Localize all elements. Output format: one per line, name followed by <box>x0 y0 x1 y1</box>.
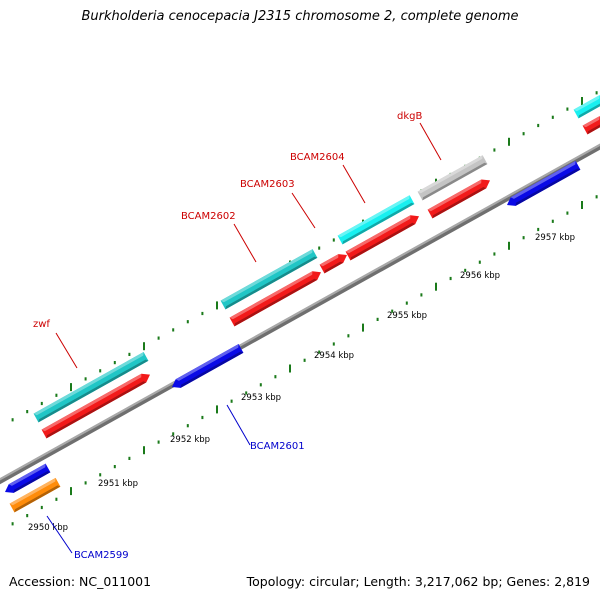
map-title: Burkholderia cenocepacia J2315 chromosom… <box>81 9 519 24</box>
gene-bcam2604-gene-highlight <box>345 215 411 254</box>
gene-bcam2602-gene <box>229 271 321 327</box>
gene-dkgb-cds <box>417 155 488 201</box>
gene-label-dkgb: dkgB <box>397 111 422 122</box>
gene-zwf-cds-shadow <box>38 359 149 423</box>
gene-bcam2604-gene-shadow <box>350 222 416 261</box>
gene-bcam2602-gene-shadow <box>234 278 318 327</box>
gene-label-leader-bcam2603 <box>291 192 316 229</box>
scale-label-2953: 2953 kbp <box>241 393 281 403</box>
gene-label-bcam2601: BCAM2601 <box>250 441 305 452</box>
gene-bcam2600-highlight <box>8 463 46 486</box>
gene-bcam2603-gene-highlight <box>319 254 339 267</box>
gene-right-edge-gene-highlight <box>582 116 600 128</box>
gene-bcam2599-shadow <box>14 485 61 513</box>
gene-bcam2602-cds-shadow <box>225 256 318 310</box>
gene-label-leader-dkgb <box>419 122 442 161</box>
gene-bcam2601-highlight <box>175 344 239 381</box>
gene-dkgb-gene-shadow <box>432 187 487 219</box>
gene-bcam2602-cds <box>220 249 318 310</box>
gene-bcam2604-cds <box>337 195 415 245</box>
gene-dkgb-gene <box>427 179 490 219</box>
gene-label-bcam2599: BCAM2599 <box>74 550 129 561</box>
gene-bcam2601-shadow <box>180 351 244 388</box>
gene-zwf-gene-highlight <box>41 373 142 432</box>
gene-label-zwf: zwf <box>33 319 50 330</box>
gene-bcam2603-gene-shadow <box>324 261 344 274</box>
scale-label-2956: 2956 kbp <box>460 271 500 281</box>
gene-label-leader-zwf <box>55 332 78 369</box>
scale-label-2957: 2957 kbp <box>535 233 575 243</box>
backbone-shadow <box>0 143 600 485</box>
gene-label-leader-bcam2601 <box>226 404 251 446</box>
gene-bcam2599 <box>9 477 61 513</box>
gene-bcam2599-highlight <box>9 477 56 506</box>
gene-label-bcam2604: BCAM2604 <box>290 152 345 163</box>
gene-bcam2602-gene-highlight <box>229 271 313 320</box>
scale-label-2950: 2950 kbp <box>28 523 68 533</box>
gene-zwf-cds <box>33 352 149 423</box>
gene-label-leader-bcam2602 <box>233 223 257 263</box>
backbone-line <box>0 143 600 481</box>
gene-bcam2604-cds-highlight <box>337 195 410 238</box>
summary-text: Topology: circular; Length: 3,217,062 bp… <box>246 574 590 589</box>
gene-dkgb-gene-highlight <box>427 179 482 212</box>
gene-bcam2604-gene <box>345 215 419 261</box>
gene-bcam2601 <box>172 344 244 388</box>
scale-label-2955: 2955 kbp <box>387 311 427 321</box>
gene-bcam2603-gene <box>319 254 347 274</box>
gene-right-reverse-shadow <box>515 168 581 206</box>
gene-bcam2602-cds-highlight <box>220 249 313 303</box>
gene-label-bcam2603: BCAM2603 <box>240 179 295 190</box>
gene-zwf-gene <box>41 373 150 439</box>
gene-right-edge-cds-highlight <box>573 95 600 112</box>
gene-bcam2600-shadow <box>13 471 51 493</box>
gene-right-edge-cds-shadow <box>578 103 600 119</box>
gene-zwf-gene-shadow <box>46 381 147 439</box>
gene-right-edge-gene-shadow <box>587 124 600 135</box>
gene-dkgb-cds-highlight <box>417 155 483 194</box>
scale-label-2952: 2952 kbp <box>170 435 210 445</box>
gene-bcam2600 <box>5 463 51 493</box>
gene-bcam2604-cds-shadow <box>342 202 415 245</box>
gene-zwf-cds-highlight <box>33 352 144 416</box>
gene-label-leader-bcam2604 <box>342 164 366 204</box>
gene-label-bcam2602: BCAM2602 <box>181 211 236 222</box>
gene-label-leader-bcam2599 <box>46 515 73 554</box>
gene-right-reverse-highlight <box>510 160 576 199</box>
gene-dkgb-cds-shadow <box>422 162 488 201</box>
scale-label-2954: 2954 kbp <box>314 351 354 361</box>
gene-right-reverse <box>507 160 581 206</box>
accession-text: Accession: NC_011001 <box>9 574 152 589</box>
scale-label-2951: 2951 kbp <box>98 479 138 489</box>
